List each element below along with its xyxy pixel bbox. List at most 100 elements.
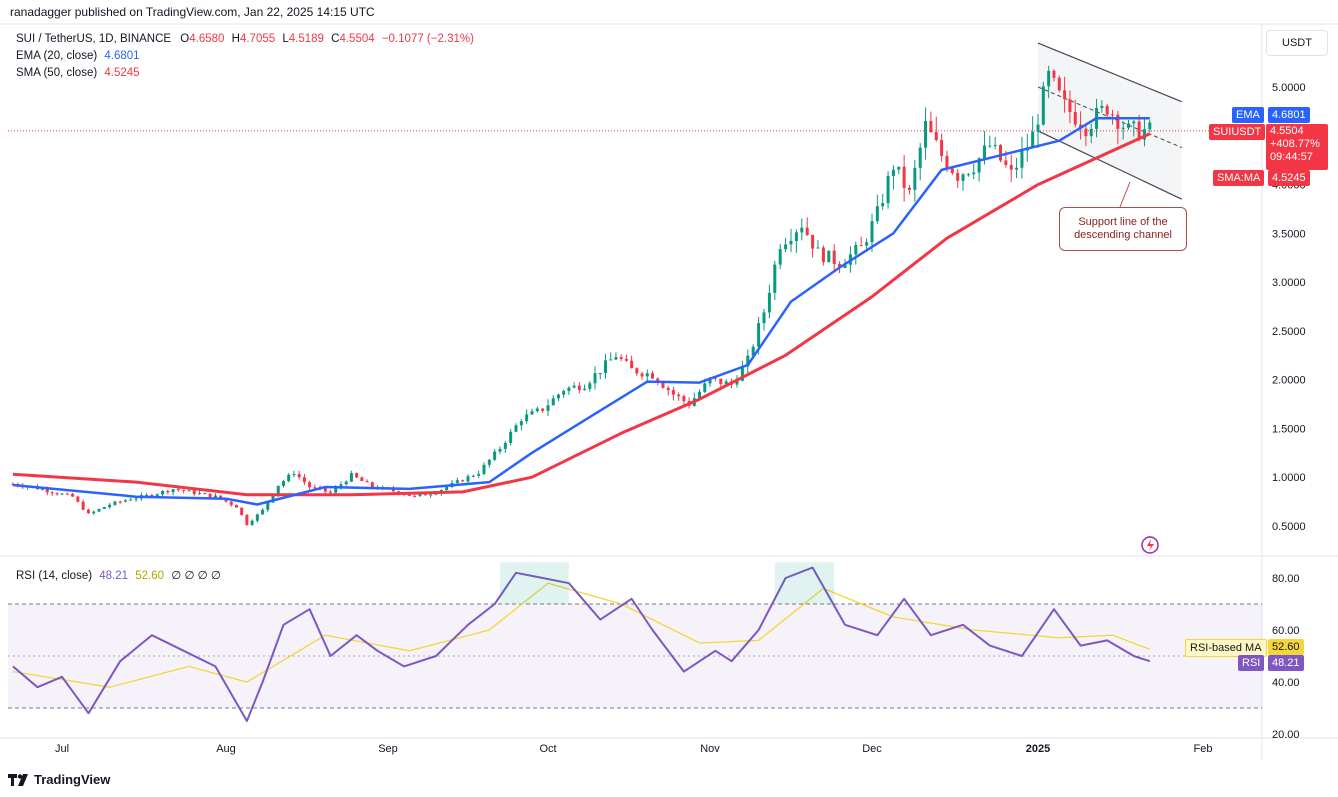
rsi-overbought-tint [774,562,835,604]
candle-body [487,459,491,465]
time-tick-label: Oct [539,743,556,755]
candle-body [55,493,59,495]
candle-body [698,391,702,399]
candle-body [843,264,847,268]
candle-body [677,394,681,397]
candle-body [891,169,895,177]
candle-body [134,498,138,500]
candle-body [999,145,1003,161]
candle-body [234,504,238,508]
candle-body [229,501,233,505]
o-label: O [180,33,190,45]
candle-body [635,368,639,374]
rsi-legend[interactable]: RSI (14, close) 48.21 52.60 ∅ ∅ ∅ ∅ [16,568,221,582]
candle-body [292,474,296,476]
time-tick-label: Nov [700,743,720,755]
candle-body [907,187,911,190]
price-tick-label: 1.5000 [1272,423,1306,435]
sma-50-line [12,132,1151,497]
candle-body [735,380,739,385]
ema-legend-value: 4.6801 [104,50,140,62]
price-tick-label: 2.5000 [1272,326,1306,338]
symbol-name[interactable]: SUI / TetherUS, 1D, BINANCE [16,33,172,45]
candle-body [1111,114,1115,116]
ema-20-line [12,116,1150,506]
channel-upper-line [1037,42,1182,103]
candle-body [493,451,497,460]
candle-body [11,484,15,486]
flash-icon-bolt [1147,539,1154,551]
annotation-callout[interactable]: Support line of the descending channel [1059,207,1187,251]
candle-body [762,312,766,324]
candle-body [562,391,566,395]
candle-body [619,357,623,359]
candle-body [666,387,670,391]
candle-body [1052,70,1056,78]
rsi-tick-label: 60.00 [1272,625,1300,637]
candle-body [767,292,771,313]
tradingview-brand: TradingView [34,772,111,787]
candle-body [778,249,782,265]
candle-body [92,511,96,514]
candle-body [583,388,587,391]
candle-body [97,508,101,512]
price-tick-label: 5.0000 [1272,82,1306,94]
candle-body [794,232,798,241]
sma-legend[interactable]: SMA (50, close) 4.5245 [16,67,140,79]
candle-body [1100,105,1104,108]
candle-body [245,514,249,525]
candle-body [240,507,244,515]
candle-body [266,502,270,510]
candle-body [271,495,275,503]
c-label: C [331,33,340,45]
candle-body [445,487,449,491]
symbol-legend: SUI / TetherUS, 1D, BINANCE O4.6580 H4.7… [16,33,474,45]
h-value: 4.7055 [239,33,276,45]
flash-icon-ring [1141,536,1159,554]
candle-body [308,482,312,488]
candle-body [624,358,628,361]
candle-body [287,474,291,482]
candle-body [81,501,85,510]
candle-body [213,495,217,498]
candle-body [498,448,502,452]
currency-button[interactable]: USDT [1266,30,1328,56]
candle-body [477,473,481,476]
candle-body [466,476,470,482]
time-tick-label: Aug [216,743,236,755]
candle-body [71,493,75,497]
sma-tag-name: SMA:MA [1213,170,1265,186]
candle-body [1004,160,1008,165]
candle-body [609,359,613,361]
candle-body [614,357,618,360]
candle-body [1015,167,1019,170]
time-tick-label: 2025 [1026,743,1050,755]
candle-body [886,176,890,204]
symbol-tag-name: SUIUSDT [1209,124,1266,140]
tradingview-logo[interactable]: TradingView [8,772,110,787]
candle-body [870,221,874,243]
rsi-line [12,566,1151,722]
candle-body [1105,105,1109,115]
candle-body [671,390,675,395]
ema-legend[interactable]: EMA (20, close) 4.6801 [16,50,140,62]
candle-body [800,227,804,233]
candle-body [751,346,755,356]
candle-body [572,385,576,388]
candle-body [108,504,112,508]
publisher-line: ranadagger published on TradingView.com,… [10,5,375,19]
candle-body [757,323,761,347]
sma-tag-value: 4.5245 [1268,170,1310,186]
candle-body [276,485,280,496]
candle-body [1126,123,1130,128]
candle-body [1036,124,1040,132]
candle-body [977,158,981,173]
candle-body [541,408,545,411]
price-tick-label: 3.0000 [1272,277,1306,289]
rsi-overbought-tint [500,562,569,604]
time-tick-label: Jul [55,743,69,755]
candle-body [60,493,64,495]
candle-body [365,481,369,483]
candle-body [514,425,518,432]
o-value: 4.6580 [189,33,225,45]
